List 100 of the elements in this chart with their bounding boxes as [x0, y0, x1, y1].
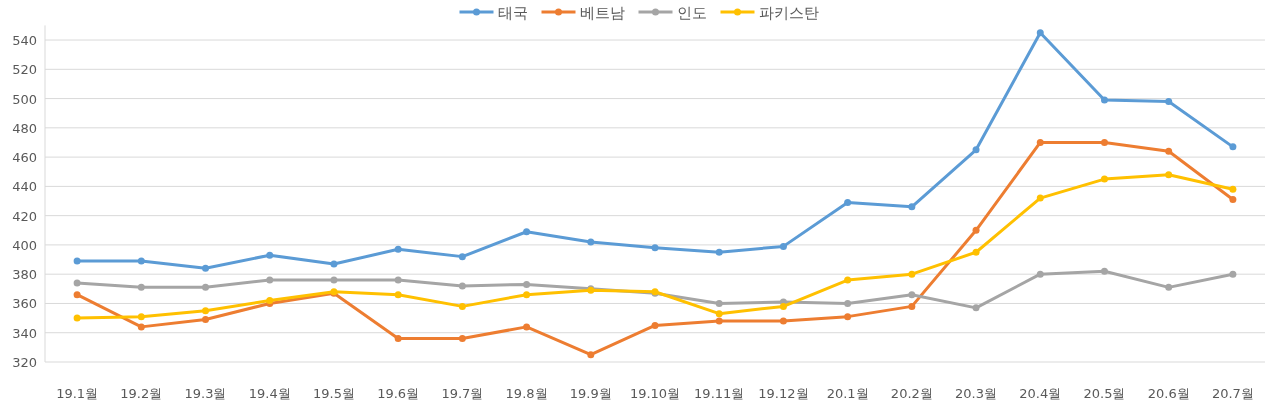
- x-tick-label: 20.3월: [955, 386, 998, 401]
- point: [73, 314, 81, 322]
- point: [908, 270, 916, 278]
- point: [73, 291, 81, 299]
- point: [394, 335, 402, 343]
- point: [779, 242, 787, 250]
- point: [202, 307, 210, 315]
- point: [1100, 138, 1108, 146]
- point: [202, 264, 210, 272]
- point: [1036, 270, 1044, 278]
- x-tick-label: 20.7월: [1211, 386, 1254, 401]
- point: [1229, 185, 1237, 193]
- point: [715, 317, 723, 325]
- point: [844, 299, 852, 307]
- point: [266, 276, 274, 284]
- point: [779, 317, 787, 325]
- x-tick-label: 19.10월: [629, 386, 681, 401]
- x-tick-label: 20.4월: [1019, 386, 1062, 401]
- legend-label: 태국: [497, 4, 528, 22]
- point: [1036, 194, 1044, 202]
- point: [908, 203, 916, 211]
- y-tick-label: 340: [12, 325, 37, 341]
- y-tick-label: 480: [12, 120, 37, 136]
- point: [1100, 175, 1108, 183]
- x-tick-label: 19.3월: [184, 386, 227, 401]
- point: [137, 313, 145, 321]
- y-tick-label: 540: [12, 33, 37, 49]
- x-tick-label: 19.1월: [56, 386, 99, 401]
- point: [972, 304, 980, 312]
- point: [266, 251, 274, 259]
- point: [394, 276, 402, 284]
- point: [137, 283, 145, 291]
- x-tick-label: 19.4월: [248, 386, 291, 401]
- point: [587, 351, 595, 359]
- point: [1165, 171, 1173, 179]
- x-tick-label: 19.7월: [441, 386, 484, 401]
- y-tick-label: 460: [12, 150, 37, 166]
- y-tick-label: 440: [12, 179, 37, 195]
- point: [137, 257, 145, 265]
- y-tick-label: 520: [12, 62, 37, 78]
- point: [1100, 96, 1108, 104]
- point: [458, 282, 466, 290]
- point: [1036, 138, 1044, 146]
- x-tick-label: 19.9월: [569, 386, 612, 401]
- point: [908, 291, 916, 299]
- x-tick-label: 19.5월: [312, 386, 355, 401]
- x-tick-label: 20.5월: [1083, 386, 1126, 401]
- point: [972, 226, 980, 234]
- point: [587, 238, 595, 246]
- y-tick-label: 400: [12, 237, 37, 253]
- point: [651, 321, 659, 329]
- x-tick-label: 19.8월: [505, 386, 548, 401]
- point: [908, 302, 916, 310]
- x-tick-label: 20.6월: [1147, 386, 1190, 401]
- point: [523, 280, 531, 288]
- point: [73, 279, 81, 287]
- point: [394, 291, 402, 299]
- point: [458, 253, 466, 261]
- point: [523, 291, 531, 299]
- x-tick-label: 19.11월: [694, 386, 745, 401]
- point: [458, 335, 466, 343]
- point: [73, 257, 81, 265]
- x-tick-label: 20.2월: [890, 386, 933, 401]
- x-tick-label: 19.2월: [120, 386, 163, 401]
- point: [1165, 283, 1173, 291]
- y-tick-label: 500: [12, 91, 37, 107]
- point: [1036, 29, 1044, 37]
- y-tick-label: 320: [12, 355, 37, 370]
- point: [330, 276, 338, 284]
- point: [137, 323, 145, 331]
- point: [523, 323, 531, 331]
- point: [1165, 98, 1173, 105]
- point: [1229, 196, 1237, 204]
- point: [972, 146, 980, 154]
- x-tick-label: 20.1월: [826, 386, 869, 401]
- x-tick-label: 19.6월: [377, 386, 420, 401]
- legend-label: 파키스탄: [758, 4, 819, 22]
- point: [844, 276, 852, 284]
- point: [1229, 143, 1237, 151]
- point: [844, 313, 852, 321]
- y-tick-label: 420: [12, 208, 37, 224]
- y-tick-label: 380: [12, 267, 37, 283]
- point: [1100, 267, 1108, 275]
- point: [1229, 270, 1237, 278]
- y-tick-label: 360: [12, 296, 37, 312]
- point: [458, 302, 466, 310]
- point: [202, 316, 210, 324]
- legend-label: 베트남: [579, 4, 625, 22]
- point: [972, 248, 980, 256]
- point: [779, 302, 787, 310]
- point: [330, 260, 338, 268]
- point: [202, 283, 210, 291]
- legend-label: 인도: [676, 4, 707, 22]
- point: [715, 248, 723, 256]
- x-tick-label: 19.12월: [758, 386, 809, 401]
- point: [715, 299, 723, 307]
- point: [1165, 147, 1173, 155]
- point: [651, 244, 659, 252]
- point: [715, 310, 723, 318]
- point: [523, 228, 531, 236]
